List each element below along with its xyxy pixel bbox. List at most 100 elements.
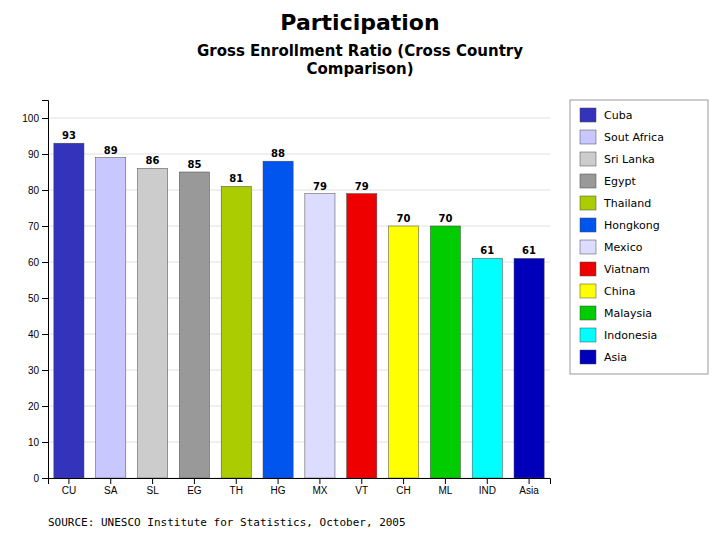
x-tick: EG [187, 478, 202, 496]
grid-line [48, 118, 550, 119]
x-tick: IND [479, 478, 496, 496]
y-tick-label: 50 [28, 293, 40, 304]
y-tick-mark [42, 442, 48, 443]
x-tick-label: CH [396, 485, 410, 496]
legend-item: Sri Lanka [580, 152, 655, 166]
legend-swatch [580, 174, 596, 188]
x-tick-mark [68, 478, 69, 484]
legend-item: Indonesia [580, 328, 657, 342]
bars [54, 143, 544, 478]
data-label: 79 [313, 181, 327, 192]
x-tick-mark [361, 478, 362, 484]
y-tick: 10 [28, 437, 48, 448]
x-tick-label: IND [479, 485, 496, 496]
x-tick-mark [236, 478, 237, 484]
y-tick-mark [42, 298, 48, 299]
legend-swatch [580, 108, 596, 122]
x-tick-label: SL [146, 485, 159, 496]
x-tick: Asia [519, 478, 539, 496]
legend: CubaSout AfricaSri LankaEgyptThailandHon… [570, 100, 708, 374]
data-label: 85 [187, 159, 201, 170]
y-tick-mark [42, 370, 48, 371]
bar [305, 194, 335, 478]
legend-label: Thailand [603, 197, 651, 210]
legend-label: China [604, 285, 635, 298]
bar [347, 194, 377, 478]
legend-item: Thailand [580, 196, 651, 210]
legend-swatch [580, 218, 596, 232]
y-tick: 30 [28, 365, 48, 376]
bar [514, 258, 544, 478]
data-label: 61 [522, 245, 536, 256]
x-tick-label: HG [271, 485, 286, 496]
y-tick-label: 60 [28, 257, 40, 268]
data-label: 88 [271, 148, 285, 159]
y-tick-mark [42, 226, 48, 227]
legend-label: Sri Lanka [604, 153, 655, 166]
legend-label: Egypt [604, 175, 636, 188]
title: Participation [280, 10, 439, 35]
data-label: 89 [104, 145, 118, 156]
y-axis: 0102030405060708090100 [22, 101, 48, 484]
y-tick-mark [42, 406, 48, 407]
x-tick: TH [230, 478, 243, 496]
x-tick-mark [152, 478, 153, 484]
y-tick-mark [42, 118, 48, 119]
y-tick-label: 0 [33, 473, 39, 484]
y-tick-label: 90 [28, 149, 40, 160]
bar [179, 172, 209, 478]
legend-label: Indonesia [604, 329, 657, 342]
bar [472, 258, 502, 478]
y-tick-label: 70 [28, 221, 40, 232]
bar [54, 143, 84, 478]
x-tick: SL [146, 478, 159, 496]
plot: 9389868581887979707061610102030405060708… [22, 101, 550, 497]
x-tick-label: TH [230, 485, 243, 496]
y-tick: 0 [33, 473, 48, 484]
x-axis-line [49, 479, 551, 485]
y-tick: 40 [28, 329, 48, 340]
y-tick: 100 [22, 113, 48, 124]
x-tick-label: SA [104, 485, 118, 496]
x-tick: SA [104, 478, 118, 496]
y-tick: 80 [28, 185, 48, 196]
data-label: 93 [62, 130, 76, 141]
legend-label: Malaysia [604, 307, 652, 320]
legend-swatch [580, 262, 596, 276]
legend-label: Cuba [604, 109, 632, 122]
legend-label: Asia [604, 351, 627, 364]
y-tick-mark [42, 478, 48, 479]
bar [221, 186, 251, 478]
legend-item: Cuba [580, 108, 632, 122]
x-tick-mark [487, 478, 488, 484]
subtitle-line: Comparison) [306, 60, 413, 78]
x-tick-label: EG [187, 485, 202, 496]
x-tick: ML [438, 478, 452, 496]
x-tick-mark [319, 478, 320, 484]
bar [430, 226, 460, 478]
legend-label: Sout Africa [604, 131, 664, 144]
y-tick-label: 40 [28, 329, 40, 340]
y-tick-mark [42, 334, 48, 335]
x-tick-label: VT [355, 485, 368, 496]
data-label: 86 [146, 155, 160, 166]
y-tick: 90 [28, 149, 48, 160]
y-tick: 50 [28, 293, 48, 304]
legend-swatch [580, 284, 596, 298]
x-tick-mark [529, 478, 530, 484]
x-tick-label: Asia [519, 485, 539, 496]
bar [96, 158, 126, 478]
grid [48, 118, 550, 478]
x-tick: VT [355, 478, 368, 496]
legend-swatch [580, 350, 596, 364]
legend-swatch [580, 196, 596, 210]
x-tick: CH [396, 478, 410, 496]
x-tick-mark [194, 478, 195, 484]
y-tick-label: 100 [22, 113, 39, 124]
y-tick: 70 [28, 221, 48, 232]
legend-item: Egypt [580, 174, 636, 188]
legend-item: Asia [580, 350, 627, 364]
chart: ParticipationGross Enrollment Ratio (Cro… [0, 0, 720, 540]
data-label: 70 [438, 213, 452, 224]
y-axis-line [42, 101, 49, 479]
